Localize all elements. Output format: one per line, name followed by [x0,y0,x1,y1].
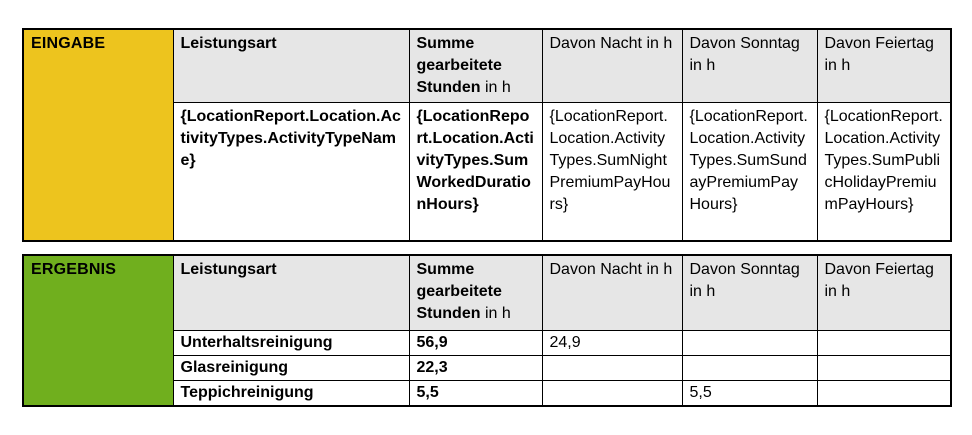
eingabe-section-label: EINGABE [22,28,174,241]
header-leistungsart-text: Leistungsart [180,35,277,52]
header-summe-bold-text: Summe gearbeitete Stunden [416,35,502,96]
table-row-unterhaltsreinigung: Unterhaltsreinigung 56,9 24,9 [23,330,952,356]
tables-wrap: EINGABE Leistungsart Summe gearbeitete S… [22,28,952,407]
header-summe-unit-text: in h [484,304,511,322]
header-summe-unit-text: in h [484,79,511,96]
cell-leistungsart: Unterhaltsreinigung [172,330,410,356]
placeholder-sum-public-holiday-premium-pay-hours: {LocationReport.Location.ActivityTypes.S… [816,102,952,241]
cell-feiertag [816,355,952,381]
cell-summe: 56,9 [408,330,543,356]
cell-sonntag: 5,5 [681,380,818,407]
eingabe-header-leistungsart: Leistungsart [172,28,410,103]
eingabe-header-nacht: Davon Nacht in h [541,28,683,103]
cell-leistungsart: Teppichreinigung [172,380,410,407]
header-summe-bold-text: Summe gearbeitete Stunden [416,260,502,322]
cell-leistungsart: Glasreinigung [172,355,410,381]
cell-nacht [541,380,683,407]
placeholder-sum-sunday-premium-pay-hours: {LocationReport.Location.ActivityTypes.S… [681,102,818,241]
header-leistungsart-text: Leistungsart [180,260,277,278]
placeholder-sum-night-premium-pay-hours: {LocationReport.Location.ActivityTypes.S… [541,102,683,241]
cell-nacht [541,355,683,381]
ergebnis-header-sonntag: Davon Sonntag in h [681,254,818,331]
cell-feiertag [816,380,952,407]
cell-sonntag [681,330,818,356]
ergebnis-header-feiertag: Davon Feiertag in h [816,254,952,331]
ergebnis-table: ERGEBNIS Leistungsart Summe gearbeitete … [22,253,952,407]
cell-summe: 22,3 [408,355,543,381]
cell-sonntag [681,355,818,381]
ergebnis-section-label: ERGEBNIS [22,254,174,407]
eingabe-header-sonntag: Davon Sonntag in h [681,28,818,103]
cell-feiertag [816,330,952,356]
eingabe-header-row: EINGABE Leistungsart Summe gearbeitete S… [22,28,952,241]
ergebnis-header-summe: Summe gearbeitete Stunden in h [408,254,543,331]
eingabe-header-feiertag: Davon Feiertag in h [816,28,952,103]
cell-nacht: 24,9 [541,330,683,356]
placeholder-activity-type-name: {LocationReport.Location.ActivityTypes.A… [172,102,410,241]
eingabe-header-summe: Summe gearbeitete Stunden in h [408,28,543,103]
ergebnis-header-leistungsart: Leistungsart [172,254,410,331]
eingabe-table: EINGABE Leistungsart Summe gearbeitete S… [22,28,952,242]
placeholder-sum-worked-duration-hours: {LocationReport.Location.ActivityTypes.S… [408,102,543,241]
table-row-glasreinigung: Glasreinigung 22,3 [23,355,952,381]
ergebnis-header-row: ERGEBNIS Leistungsart Summe gearbeitete … [22,254,952,407]
ergebnis-header-nacht: Davon Nacht in h [541,254,683,331]
cell-summe: 5,5 [408,380,543,407]
table-row-teppichreinigung: Teppichreinigung 5,5 5,5 [23,380,952,407]
eingabe-placeholder-row: {LocationReport.Location.ActivityTypes.A… [23,102,952,241]
